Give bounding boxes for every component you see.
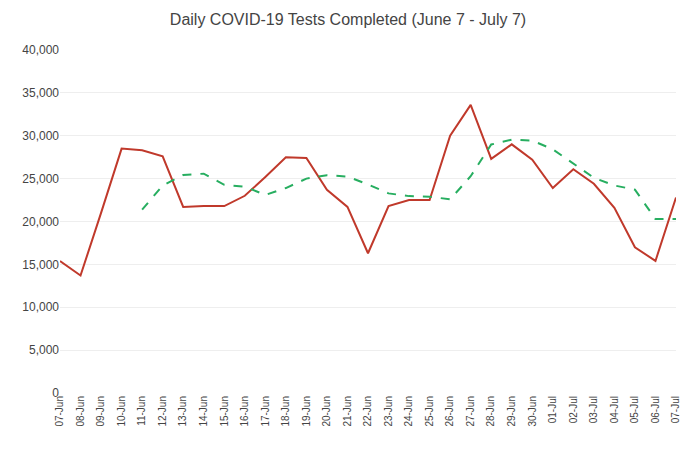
svg-text:12-Jun: 12-Jun bbox=[157, 396, 168, 427]
svg-text:30,000: 30,000 bbox=[22, 129, 59, 143]
svg-text:17-Jun: 17-Jun bbox=[260, 396, 271, 427]
svg-text:25,000: 25,000 bbox=[22, 172, 59, 186]
svg-text:29-Jun: 29-Jun bbox=[506, 396, 517, 427]
svg-text:27-Jun: 27-Jun bbox=[465, 396, 476, 427]
svg-text:40,000: 40,000 bbox=[22, 43, 59, 57]
svg-text:21-Jun: 21-Jun bbox=[342, 396, 353, 427]
svg-text:20-Jun: 20-Jun bbox=[321, 396, 332, 427]
svg-text:30-Jun: 30-Jun bbox=[527, 396, 538, 427]
svg-text:19-Jun: 19-Jun bbox=[301, 396, 312, 427]
svg-text:13-Jun: 13-Jun bbox=[177, 396, 188, 427]
svg-text:08-Jun: 08-Jun bbox=[75, 396, 86, 427]
svg-text:07-Jun: 07-Jun bbox=[54, 396, 65, 427]
svg-text:14-Jun: 14-Jun bbox=[198, 396, 209, 427]
svg-text:01-Jul: 01-Jul bbox=[547, 396, 558, 423]
svg-text:18-Jun: 18-Jun bbox=[280, 396, 291, 427]
svg-text:26-Jun: 26-Jun bbox=[444, 396, 455, 427]
svg-text:0: 0 bbox=[52, 386, 59, 400]
svg-text:05-Jul: 05-Jul bbox=[629, 396, 640, 423]
svg-text:24-Jun: 24-Jun bbox=[403, 396, 414, 427]
svg-text:23-Jun: 23-Jun bbox=[383, 396, 394, 427]
svg-text:Daily COVID-19 Tests Completed: Daily COVID-19 Tests Completed (June 7 -… bbox=[170, 11, 526, 28]
svg-text:5,000: 5,000 bbox=[29, 343, 59, 357]
svg-text:10-Jun: 10-Jun bbox=[116, 396, 127, 427]
svg-text:25-Jun: 25-Jun bbox=[424, 396, 435, 427]
svg-text:10,000: 10,000 bbox=[22, 300, 59, 314]
svg-text:35,000: 35,000 bbox=[22, 86, 59, 100]
svg-text:15,000: 15,000 bbox=[22, 258, 59, 272]
svg-text:03-Jul: 03-Jul bbox=[588, 396, 599, 423]
svg-text:06-Jul: 06-Jul bbox=[650, 396, 661, 423]
svg-text:11-Jun: 11-Jun bbox=[136, 396, 147, 426]
svg-text:22-Jun: 22-Jun bbox=[362, 396, 373, 427]
svg-text:15-Jun: 15-Jun bbox=[219, 396, 230, 427]
svg-text:09-Jun: 09-Jun bbox=[95, 396, 106, 427]
svg-text:07-Jul: 07-Jul bbox=[670, 396, 681, 423]
svg-text:20,000: 20,000 bbox=[22, 215, 59, 229]
svg-text:04-Jul: 04-Jul bbox=[609, 396, 620, 423]
svg-text:16-Jun: 16-Jun bbox=[239, 396, 250, 427]
svg-text:28-Jun: 28-Jun bbox=[485, 396, 496, 427]
svg-text:02-Jul: 02-Jul bbox=[568, 396, 579, 423]
